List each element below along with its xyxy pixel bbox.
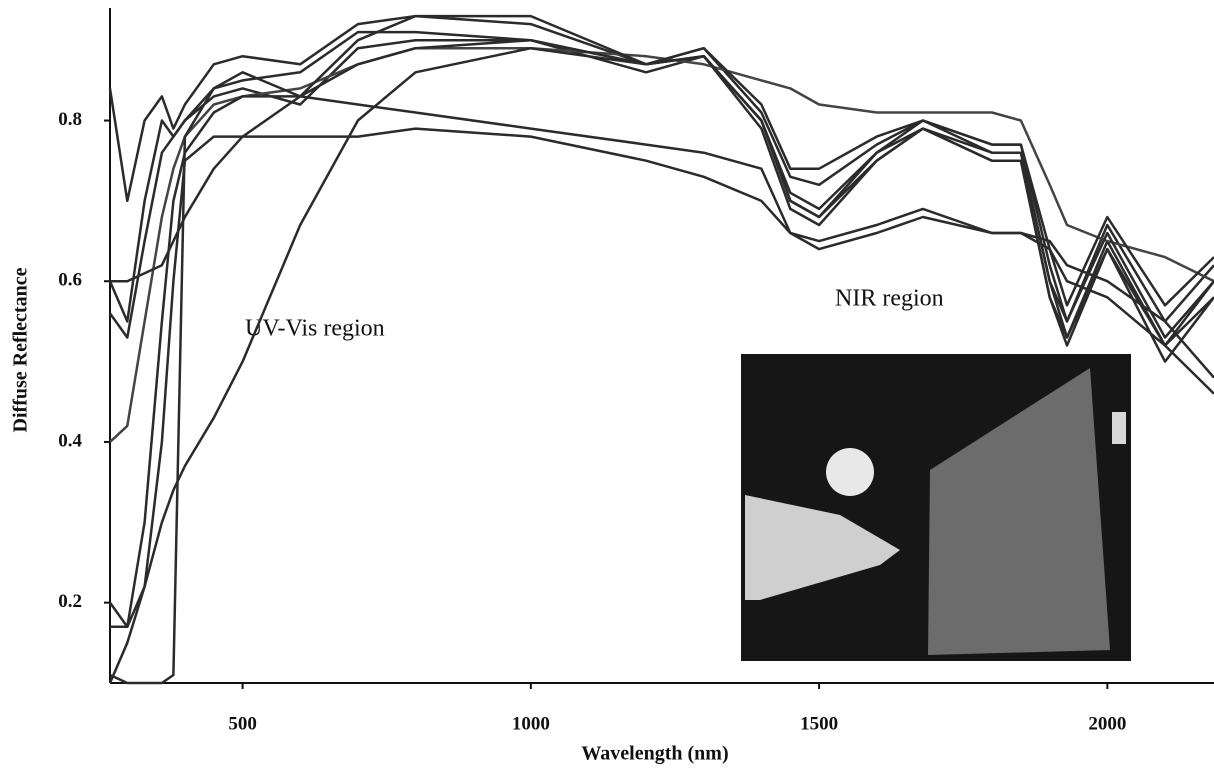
x-tick-label: 1500 (800, 713, 838, 734)
annotation: UV-Vis region (245, 316, 385, 342)
y-tick-label: 0.4 (58, 430, 82, 451)
inset-photo (741, 354, 1131, 661)
x-axis-title: Wavelength (nm) (581, 743, 728, 765)
spectrum-line (110, 40, 1214, 361)
y-tick-label: 0.6 (58, 270, 82, 291)
y-tick-label: 0.8 (58, 109, 82, 130)
annotation: NIR region (835, 286, 944, 312)
y-tick-label: 0.2 (58, 591, 82, 612)
x-tick-label: 1000 (512, 713, 550, 734)
chart: Wavelength (nm) Diffuse Reflectance UV-V… (0, 0, 1214, 772)
x-tick-label: 500 (228, 713, 257, 734)
y-axis-title: Diffuse Reflectance (10, 267, 32, 432)
spectrum-line (110, 32, 1214, 345)
x-tick-label: 2000 (1088, 713, 1126, 734)
